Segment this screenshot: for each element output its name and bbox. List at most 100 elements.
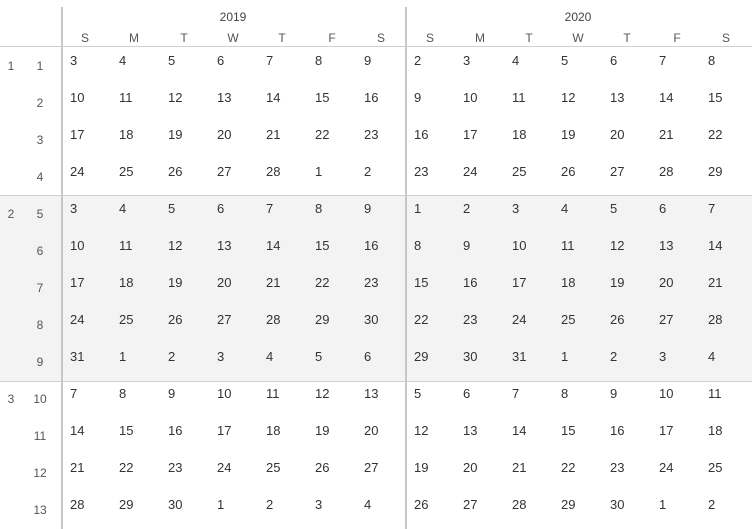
day-cell: 28	[708, 312, 723, 327]
day-cell: 21	[266, 275, 281, 290]
day-cell: 19	[168, 127, 183, 142]
day-cell: 26	[561, 164, 576, 179]
day-cell: 22	[119, 460, 134, 475]
day-cell: 6	[659, 201, 667, 216]
day-cell: 1	[414, 201, 422, 216]
day-cell: 12	[610, 238, 625, 253]
day-cell: 4	[119, 201, 127, 216]
day-cell: 9	[168, 386, 176, 401]
day-cell: 28	[70, 497, 85, 512]
day-cell: 9	[364, 53, 372, 68]
day-cell: 11	[119, 90, 133, 105]
day-cell: 30	[463, 349, 478, 364]
day-header: S	[376, 31, 385, 45]
day-cell: 7	[266, 201, 274, 216]
day-cell: 29	[315, 312, 330, 327]
day-cell: 18	[119, 127, 134, 142]
day-cell: 16	[414, 127, 429, 142]
day-cell: 30	[364, 312, 379, 327]
week-label: 4	[36, 170, 44, 184]
day-cell: 19	[315, 423, 330, 438]
day-cell: 8	[561, 386, 569, 401]
day-cell: 31	[70, 349, 85, 364]
day-cell: 5	[414, 386, 422, 401]
day-header: F	[673, 31, 681, 45]
day-cell: 8	[315, 53, 323, 68]
day-cell: 15	[315, 90, 330, 105]
day-cell: 3	[70, 53, 78, 68]
day-cell: 17	[70, 127, 85, 142]
day-cell: 6	[463, 386, 471, 401]
day-cell: 4	[266, 349, 274, 364]
day-cell: 23	[364, 275, 379, 290]
day-cell: 25	[561, 312, 576, 327]
week-label: 1	[36, 59, 44, 73]
day-cell: 26	[414, 497, 429, 512]
day-cell: 16	[168, 423, 183, 438]
day-cell: 1	[119, 349, 127, 364]
day-header: T	[525, 31, 533, 45]
day-cell: 24	[70, 164, 85, 179]
day-cell: 17	[659, 423, 674, 438]
day-cell: 9	[364, 201, 372, 216]
day-cell: 24	[512, 312, 527, 327]
day-cell: 23	[414, 164, 429, 179]
day-cell: 30	[610, 497, 625, 512]
day-cell: 1	[659, 497, 667, 512]
divider	[61, 7, 63, 529]
day-cell: 24	[70, 312, 85, 327]
day-cell: 4	[512, 53, 520, 68]
day-cell: 20	[610, 127, 625, 142]
day-cell: 7	[708, 201, 716, 216]
day-cell: 3	[463, 53, 471, 68]
day-cell: 18	[561, 275, 576, 290]
day-cell: 24	[463, 164, 478, 179]
day-cell: 25	[119, 164, 134, 179]
day-cell: 29	[119, 497, 134, 512]
day-cell: 7	[659, 53, 667, 68]
day-cell: 5	[610, 201, 618, 216]
day-cell: 19	[561, 127, 576, 142]
day-cell: 15	[119, 423, 134, 438]
day-cell: 24	[659, 460, 674, 475]
day-cell: 19	[610, 275, 625, 290]
day-cell: 17	[70, 275, 85, 290]
day-cell: 12	[168, 238, 183, 253]
day-cell: 28	[266, 164, 281, 179]
day-cell: 29	[414, 349, 429, 364]
day-cell: 21	[512, 460, 527, 475]
divider	[405, 7, 407, 529]
day-cell: 20	[217, 127, 232, 142]
day-cell: 23	[364, 127, 379, 142]
day-header: M	[129, 31, 139, 45]
day-header: S	[425, 31, 434, 45]
day-cell: 17	[463, 127, 478, 142]
day-cell: 29	[708, 164, 723, 179]
day-cell: 20	[659, 275, 674, 290]
day-cell: 18	[708, 423, 723, 438]
day-cell: 21	[266, 127, 281, 142]
day-cell: 13	[217, 90, 232, 105]
month-band	[0, 196, 752, 381]
day-header: S	[80, 31, 89, 45]
day-cell: 10	[70, 238, 85, 253]
day-cell: 28	[512, 497, 527, 512]
day-cell: 23	[463, 312, 478, 327]
day-cell: 18	[512, 127, 527, 142]
divider	[0, 46, 752, 47]
day-cell: 3	[217, 349, 225, 364]
week-label: 11	[33, 429, 47, 443]
week-label: 3	[36, 133, 44, 147]
day-cell: 25	[512, 164, 527, 179]
day-cell: 19	[414, 460, 429, 475]
day-cell: 2	[610, 349, 618, 364]
day-cell: 4	[561, 201, 569, 216]
day-cell: 27	[659, 312, 674, 327]
day-cell: 23	[168, 460, 183, 475]
day-cell: 24	[217, 460, 232, 475]
day-cell: 28	[266, 312, 281, 327]
day-cell: 10	[463, 90, 478, 105]
day-cell: 27	[610, 164, 625, 179]
month-label: 2	[7, 207, 15, 221]
day-cell: 22	[315, 275, 330, 290]
